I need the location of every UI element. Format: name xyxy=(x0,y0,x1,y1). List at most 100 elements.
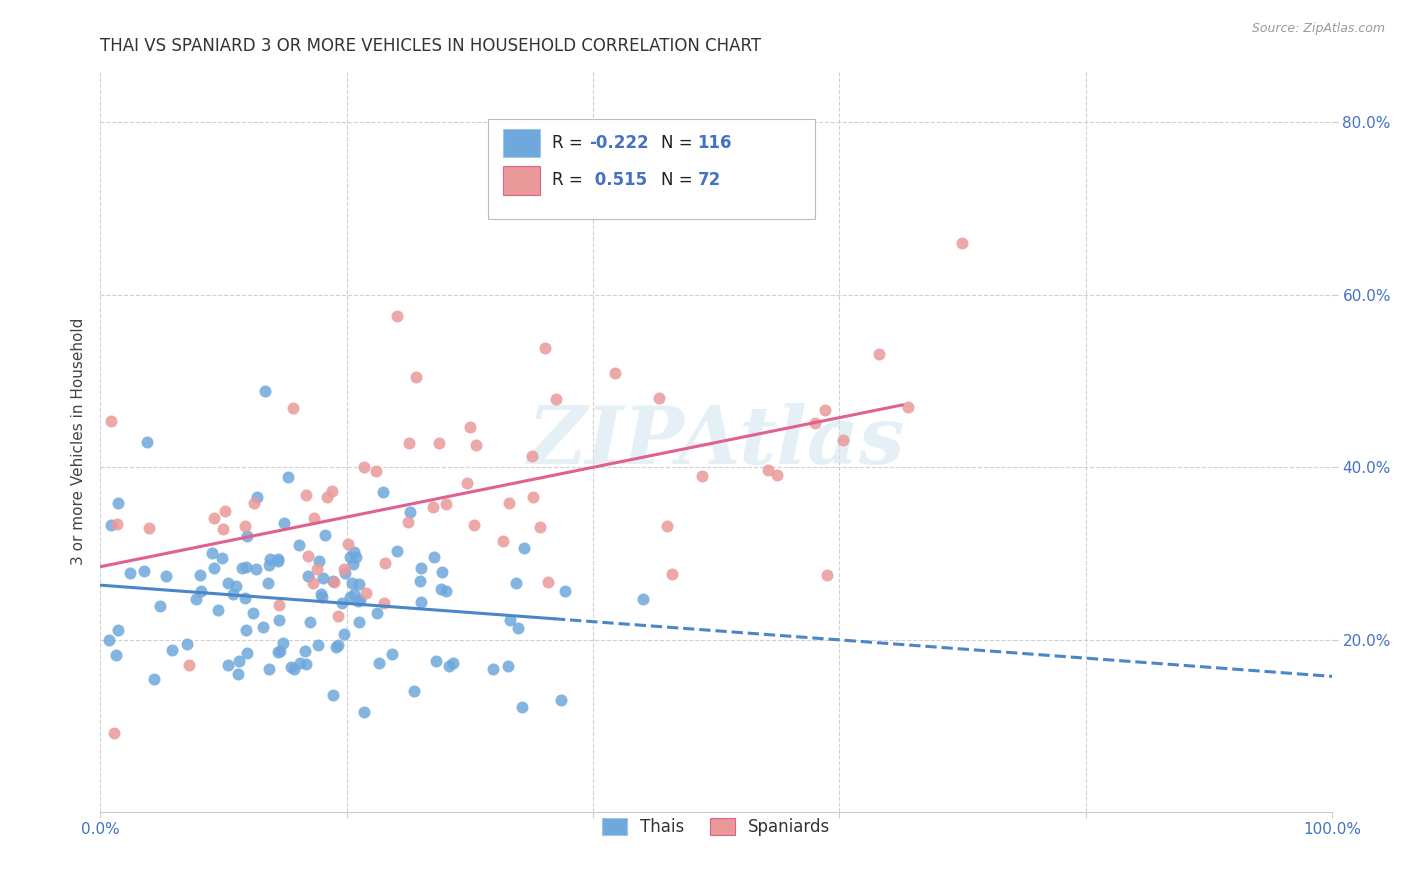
Point xyxy=(222,587,245,601)
Point xyxy=(456,475,478,490)
Point xyxy=(409,594,432,608)
Point xyxy=(832,434,855,448)
Point xyxy=(322,574,344,589)
Point xyxy=(430,565,453,579)
Point xyxy=(496,659,519,673)
Point xyxy=(314,528,336,542)
Point xyxy=(464,438,486,452)
Point xyxy=(217,658,239,673)
Point xyxy=(294,644,316,658)
Point xyxy=(267,613,290,627)
Point xyxy=(766,467,789,482)
Text: R =: R = xyxy=(553,135,588,153)
Point xyxy=(491,534,513,549)
Point xyxy=(177,657,200,672)
Point xyxy=(605,367,627,381)
Text: Source: ZipAtlas.com: Source: ZipAtlas.com xyxy=(1251,22,1385,36)
Point xyxy=(373,596,395,610)
FancyBboxPatch shape xyxy=(503,166,540,194)
Point xyxy=(381,647,404,661)
Point xyxy=(434,498,457,512)
Point xyxy=(267,645,290,659)
Point xyxy=(347,594,370,608)
Point xyxy=(510,700,533,714)
Point xyxy=(134,564,156,578)
Point xyxy=(409,561,432,575)
FancyBboxPatch shape xyxy=(503,129,540,158)
Point xyxy=(441,656,464,670)
Text: THAI VS SPANIARD 3 OR MORE VEHICLES IN HOUSEHOLD CORRELATION CHART: THAI VS SPANIARD 3 OR MORE VEHICLES IN H… xyxy=(100,37,761,55)
Point xyxy=(340,576,363,591)
Point xyxy=(201,546,224,560)
Point xyxy=(311,587,333,601)
Point xyxy=(231,561,253,575)
Point xyxy=(297,549,319,563)
Point xyxy=(280,660,302,674)
Point xyxy=(354,586,377,600)
Point xyxy=(299,615,322,630)
Point xyxy=(211,551,233,566)
Point xyxy=(214,503,236,517)
Text: 0.515: 0.515 xyxy=(589,171,647,189)
Point xyxy=(868,347,890,361)
Point xyxy=(188,568,211,582)
Point xyxy=(283,401,305,415)
Point xyxy=(307,638,329,652)
Point xyxy=(295,657,318,671)
Point xyxy=(190,583,212,598)
Point xyxy=(162,643,184,657)
Legend: Thais, Spaniards: Thais, Spaniards xyxy=(593,809,838,845)
Point xyxy=(235,623,257,637)
Point xyxy=(321,483,343,498)
Point xyxy=(65,661,87,675)
Point xyxy=(256,575,278,590)
Text: 116: 116 xyxy=(697,135,733,153)
Point xyxy=(374,556,396,570)
Point xyxy=(252,620,274,634)
Point xyxy=(460,419,482,434)
Point xyxy=(330,596,353,610)
Point xyxy=(499,613,522,627)
Point xyxy=(347,576,370,591)
Point xyxy=(897,400,920,414)
Point xyxy=(342,557,364,571)
FancyBboxPatch shape xyxy=(488,119,814,219)
Point xyxy=(815,567,838,582)
Point xyxy=(204,561,226,575)
Point xyxy=(398,436,420,450)
Text: N =: N = xyxy=(661,135,697,153)
Point xyxy=(422,500,444,515)
Point xyxy=(202,511,225,525)
Y-axis label: 3 or more Vehicles in Household: 3 or more Vehicles in Household xyxy=(72,318,86,565)
Point xyxy=(236,646,259,660)
Point xyxy=(550,693,572,707)
Point xyxy=(425,654,447,668)
Point xyxy=(463,518,485,533)
Point xyxy=(107,496,129,510)
Point xyxy=(353,705,375,719)
Point xyxy=(267,598,290,612)
Point xyxy=(554,584,576,599)
Point xyxy=(422,550,444,565)
Point xyxy=(136,434,159,449)
Point xyxy=(267,552,290,566)
Point xyxy=(408,574,430,588)
Point xyxy=(288,656,311,670)
Point xyxy=(347,615,370,629)
Text: ZIPAtlas: ZIPAtlas xyxy=(527,402,905,480)
Point xyxy=(118,566,141,580)
Point xyxy=(322,688,344,702)
Point xyxy=(950,235,973,250)
Point xyxy=(326,638,349,652)
Point xyxy=(366,606,388,620)
Point xyxy=(405,369,427,384)
Point xyxy=(217,576,239,591)
Point xyxy=(343,587,366,601)
Point xyxy=(307,562,329,576)
Point xyxy=(288,538,311,552)
Point xyxy=(529,520,551,534)
Point xyxy=(105,648,128,662)
Point xyxy=(333,627,356,641)
Point xyxy=(257,662,280,676)
Point xyxy=(308,554,330,568)
